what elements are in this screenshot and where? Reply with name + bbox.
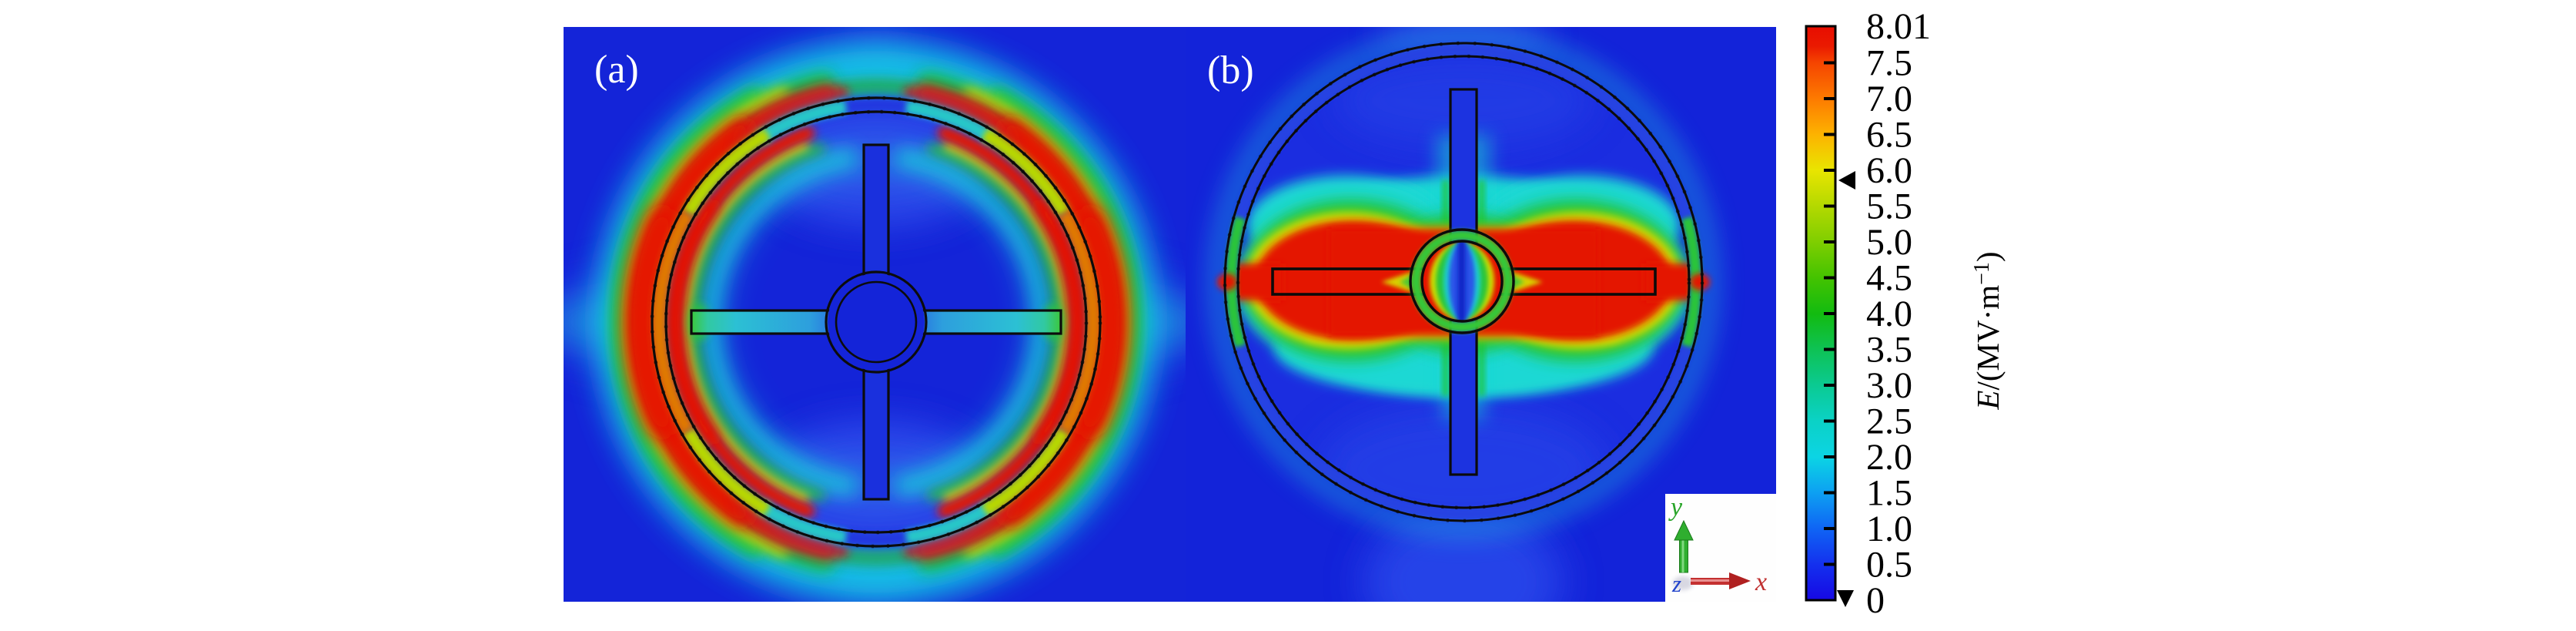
svg-text:E/(MV·m−1): E/(MV·m−1) (1970, 251, 2006, 410)
svg-text:y: y (1668, 493, 1683, 522)
svg-text:4.0: 4.0 (1866, 294, 1912, 334)
svg-text:6.0: 6.0 (1866, 150, 1912, 191)
svg-text:(a): (a) (594, 48, 639, 92)
svg-text:1.0: 1.0 (1866, 508, 1912, 549)
svg-text:5.5: 5.5 (1866, 186, 1912, 227)
svg-text:3.0: 3.0 (1866, 365, 1912, 406)
svg-text:1.5: 1.5 (1866, 473, 1912, 514)
svg-text:0.5: 0.5 (1866, 545, 1912, 586)
svg-text:0: 0 (1866, 580, 1885, 621)
svg-text:6.5: 6.5 (1866, 115, 1912, 156)
svg-text:x: x (1755, 568, 1767, 596)
svg-text:4.5: 4.5 (1866, 258, 1912, 299)
svg-text:5.0: 5.0 (1866, 222, 1912, 263)
svg-text:2.0: 2.0 (1866, 437, 1912, 478)
svg-text:7.0: 7.0 (1866, 79, 1912, 119)
svg-text:7.5: 7.5 (1866, 43, 1912, 84)
svg-text:(b): (b) (1207, 49, 1254, 92)
svg-text:3.5: 3.5 (1866, 330, 1912, 371)
svg-text:2.5: 2.5 (1866, 401, 1912, 442)
svg-text:z: z (1671, 570, 1681, 597)
svg-text:8.01: 8.01 (1866, 6, 1931, 47)
